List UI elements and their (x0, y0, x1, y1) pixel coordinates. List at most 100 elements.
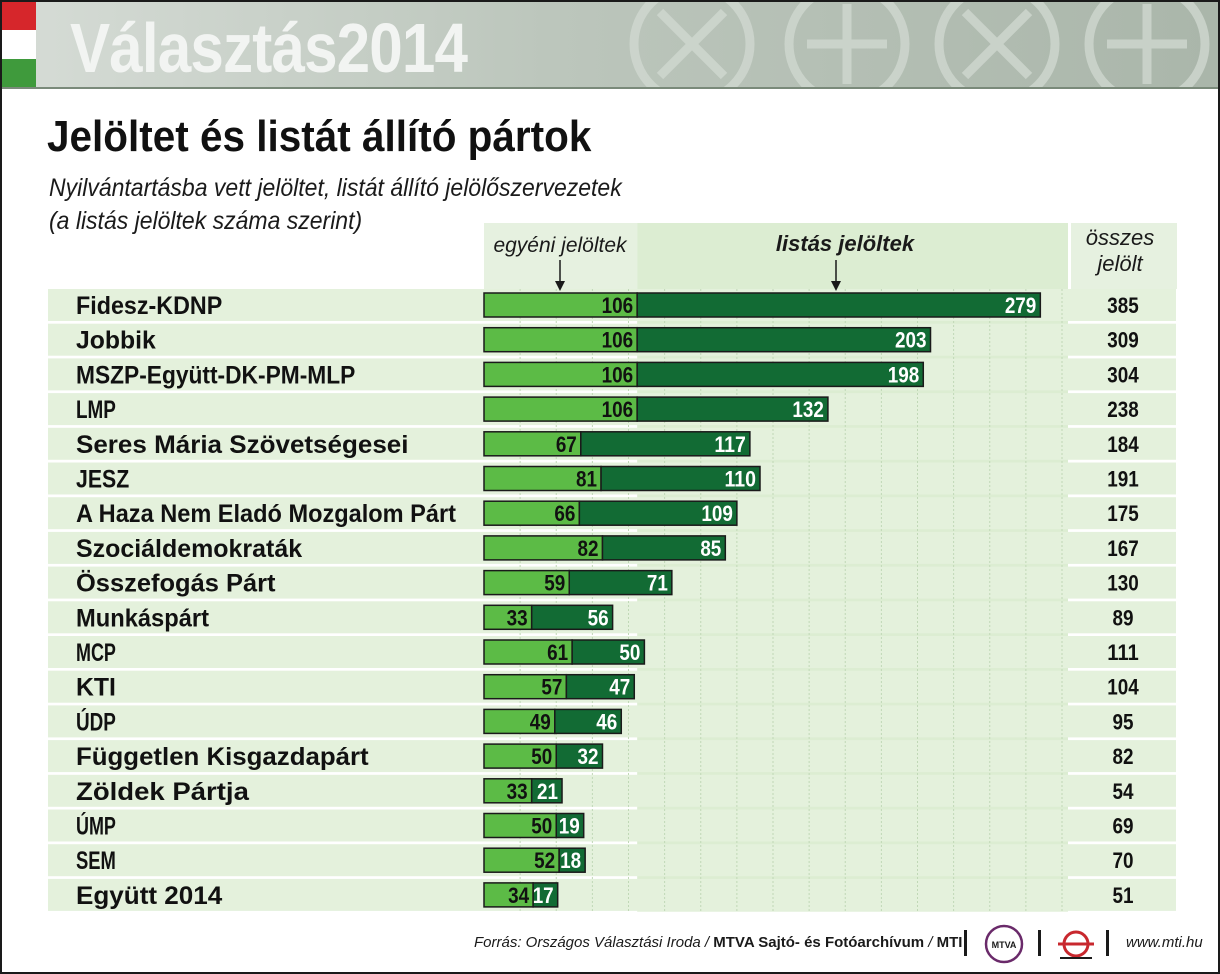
chart-title: Jelöltet és listát állító pártok (47, 112, 592, 161)
bar-listas (636, 326, 932, 353)
bar-listas (554, 708, 623, 735)
bar-listas (530, 604, 614, 631)
category-label: MSZP-Együtt-DK-PM-MLP (76, 361, 355, 389)
footer-separator (1106, 930, 1109, 956)
value-label-listas: 18 (560, 848, 581, 873)
website-url: www.mti.hu (1126, 934, 1203, 951)
category-label: Független Kisgazdapárt (76, 743, 369, 771)
value-label-egyeni: 82 (577, 536, 598, 561)
total-label: 191 (1107, 467, 1139, 492)
category-label: SEM (76, 847, 116, 875)
bar-listas (568, 569, 673, 596)
mti-logo-icon (1058, 930, 1094, 959)
value-label-egyeni: 66 (554, 501, 575, 526)
total-label: 82 (1113, 744, 1134, 769)
flag-red-stripe (2, 2, 36, 31)
flag-white-stripe (2, 30, 36, 59)
legend-egyeni: egyéni jelöltek (493, 234, 628, 257)
bar-listas (601, 535, 727, 561)
bar-listas (532, 882, 559, 908)
total-label: 111 (1107, 640, 1139, 665)
total-label: 184 (1107, 432, 1139, 457)
banner-title: Választás2014 (70, 9, 468, 87)
total-label: 54 (1113, 779, 1135, 804)
value-label-listas: 71 (647, 571, 668, 596)
total-label: 309 (1107, 328, 1139, 353)
category-label: Munkáspárt (76, 604, 210, 632)
value-label-egyeni: 49 (530, 709, 551, 734)
value-label-listas: 21 (537, 779, 558, 804)
value-label-listas: 132 (792, 397, 824, 422)
row-band (48, 740, 1176, 773)
value-label-egyeni: 61 (547, 640, 568, 665)
row-band (48, 809, 1176, 842)
total-label: 167 (1107, 536, 1139, 561)
bar-listas (530, 778, 563, 804)
footer-separator (964, 930, 967, 956)
value-label-listas: 109 (701, 501, 733, 526)
category-label: Seres Mária Szövetségesei (76, 431, 409, 459)
bar-listas (565, 673, 636, 700)
value-label-listas: 47 (609, 675, 630, 700)
mtva-logo-text: MTVA (992, 940, 1017, 950)
category-label: Összefogás Párt (76, 569, 276, 598)
category-label: Fidesz-KDNP (76, 292, 222, 320)
value-label-listas: 203 (895, 328, 927, 353)
total-label: 95 (1113, 709, 1134, 734)
value-label-egyeni: 106 (602, 362, 634, 387)
source-separator: / (924, 934, 937, 951)
bar-egyeni (483, 465, 602, 492)
row-band (48, 878, 1176, 911)
value-label-egyeni: 57 (541, 675, 562, 700)
value-label-egyeni: 59 (544, 571, 565, 596)
total-label: 89 (1113, 605, 1134, 630)
category-label: KTI (76, 674, 116, 702)
bar-egyeni (483, 743, 557, 769)
bar-listas (558, 847, 586, 873)
value-label-listas: 19 (559, 814, 580, 839)
header-band: Választás2014 (2, 2, 1218, 87)
value-label-egyeni: 50 (531, 744, 552, 769)
totals-header-line2: jelölt (1094, 251, 1143, 276)
total-label: 304 (1107, 362, 1139, 387)
value-label-listas: 279 (1005, 293, 1037, 318)
total-label: 238 (1107, 397, 1139, 422)
source-credit: Forrás: Országos Választási Iroda / MTVA… (474, 934, 962, 951)
bar-listas (555, 743, 604, 769)
bar-listas (636, 292, 1042, 318)
value-label-egyeni: 67 (556, 432, 577, 457)
category-label: LMP (76, 396, 116, 424)
value-label-egyeni: 81 (576, 467, 597, 492)
legend-listas: listás jelöltek (776, 231, 916, 256)
value-label-egyeni: 52 (534, 848, 555, 873)
category-label: Zöldek Pártja (76, 778, 250, 806)
bar-egyeni (483, 569, 571, 596)
value-label-egyeni: 34 (508, 883, 530, 908)
bar-egyeni (483, 778, 533, 804)
category-label: MCP (76, 639, 116, 667)
bar-egyeni (483, 292, 638, 318)
bar-egyeni (483, 326, 638, 353)
value-label-egyeni: 106 (602, 397, 634, 422)
bar-listas (636, 396, 829, 422)
category-label: Jobbik (76, 327, 156, 355)
category-label: ÚDP (76, 706, 116, 736)
value-label-listas: 56 (588, 605, 609, 630)
total-label: 69 (1113, 814, 1134, 839)
value-label-listas: 110 (724, 467, 756, 492)
header-divider (2, 87, 1218, 89)
total-label: 104 (1107, 675, 1139, 700)
total-label: 51 (1113, 883, 1134, 908)
flag-green-stripe (2, 58, 36, 87)
value-label-listas: 32 (577, 744, 598, 769)
value-label-listas: 85 (700, 536, 721, 561)
legend-egyeni-arrowhead (555, 281, 565, 291)
value-label-egyeni: 33 (507, 779, 528, 804)
row-band (48, 844, 1176, 877)
category-label: Együtt 2014 (76, 882, 222, 910)
value-label-listas: 198 (888, 362, 920, 387)
total-label: 385 (1107, 293, 1139, 318)
bar-listas (636, 361, 925, 388)
